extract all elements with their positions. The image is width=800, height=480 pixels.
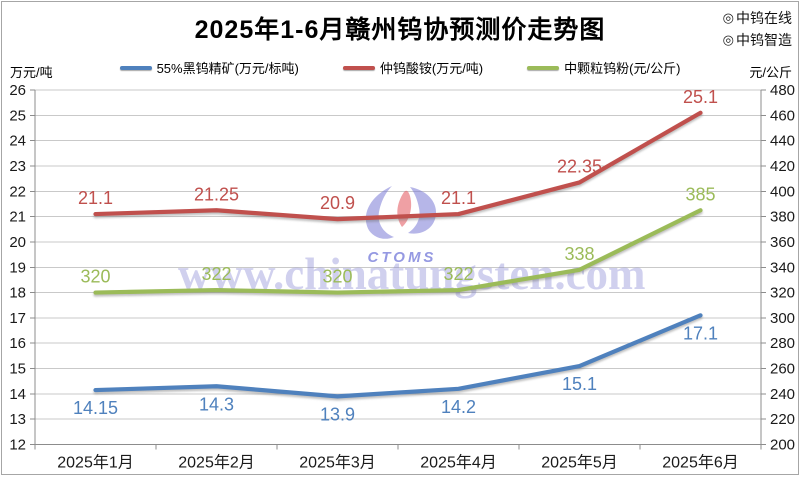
series-line-1 [93, 110, 703, 222]
right-axis-tick-label: 460 [770, 107, 795, 124]
x-axis-category-label: 2025年2月 [178, 454, 255, 472]
data-label-series0: 14.15 [73, 398, 118, 418]
legend-line-swatch-blue [119, 65, 152, 70]
data-label-series2: 322 [443, 264, 473, 284]
plot-series-layer: 14.15 14.3 13.9 14.2 15.1 17.1 21.1 21.25 20.9 21… [73, 87, 718, 425]
x-axis-category-label: 2025年1月 [57, 454, 134, 472]
data-label-series1: 21.1 [441, 188, 476, 208]
x-axis-category-label: 2025年4月 [420, 454, 497, 472]
right-axis-tick-label: 220 [770, 411, 795, 428]
data-label-series2: 385 [685, 184, 715, 204]
chart-legend: 55%黑钨精矿(万元/标吨) 仲钨酸铵(万元/吨) 中颗粒钨粉(元/公斤) [2, 58, 798, 77]
data-label-series2: 322 [201, 264, 231, 284]
left-axis-tick-label: 26 [9, 82, 26, 99]
chart-title: 2025年1-6月赣州钨协预测价走势图 [194, 16, 606, 44]
legend-line-swatch-red [342, 65, 375, 70]
legend-label: 中颗粒钨粉(元/公斤) [564, 61, 681, 76]
left-axis-tick-label: 17 [9, 310, 26, 327]
x-axis-category-label: 2025年3月 [299, 454, 376, 472]
plot-grid-layer: 26 480 25 460 24 440 23 420 22 400 21 380 20 360 19 340… [9, 82, 795, 472]
data-label-series1: 22.35 [557, 156, 602, 176]
brand-logo-icon: ◎ [722, 10, 734, 25]
legend-label: 55%黑钨精矿(万元/标吨) [156, 61, 299, 76]
right-axis-tick-label: 380 [770, 209, 795, 226]
legend-label: 仲钨酸铵(万元/吨) [379, 61, 484, 76]
left-axis-tick-label: 14 [9, 386, 26, 403]
brand-row-zhongwu-online: ◎ 中钨在线 [723, 7, 792, 29]
left-axis-tick-label: 12 [9, 437, 26, 454]
branding-block: ◎ 中钨在线 ◎ 中钨智造 [723, 7, 792, 51]
data-label-series0: 15.1 [562, 374, 597, 394]
data-label-series0: 14.2 [441, 397, 476, 417]
legend-item-apt: 仲钨酸铵(万元/吨) [342, 58, 484, 77]
legend-line-swatch-green [527, 65, 560, 70]
watermark-logo-text: CTOMS [367, 249, 437, 266]
left-axis-tick-label: 20 [9, 234, 26, 251]
left-axis-tick-label: 25 [9, 107, 26, 124]
left-axis-tick-label: 21 [9, 209, 26, 226]
left-axis-tick-label: 16 [9, 335, 26, 352]
right-axis-tick-label: 400 [770, 183, 795, 200]
legend-item-tungsten-powder: 中颗粒钨粉(元/公斤) [527, 58, 680, 77]
right-axis-tick-label: 300 [770, 310, 795, 327]
brand-row-zhongwu-zhizao: ◎ 中钨智造 [723, 29, 792, 51]
right-axis-tick-label: 320 [770, 285, 795, 302]
brand-logo-icon: ◎ [722, 32, 734, 47]
right-axis-tick-label: 340 [770, 259, 795, 276]
left-axis-tick-label: 19 [9, 259, 26, 276]
brand-name-zhizao: 中钨智造 [736, 32, 792, 48]
data-label-series1: 20.9 [320, 193, 355, 213]
data-label-series1: 21.25 [194, 184, 239, 204]
right-axis-tick-label: 280 [770, 335, 795, 352]
right-axis-tick-label: 440 [770, 133, 795, 150]
data-label-series2: 320 [322, 267, 352, 287]
left-axis-tick-label: 24 [9, 133, 26, 150]
right-axis-tick-label: 420 [770, 158, 795, 175]
left-axis-unit-label: 万元/吨 [10, 65, 53, 80]
x-axis-category-label: 2025年5月 [541, 454, 618, 472]
series-line-2 [93, 208, 703, 295]
right-axis-tick-label: 360 [770, 234, 795, 251]
brand-name-online: 中钨在线 [736, 10, 792, 26]
data-label-series2: 338 [564, 244, 594, 264]
legend-item-black-tungsten-concentrate: 55%黑钨精矿(万元/标吨) [119, 58, 299, 77]
left-axis-tick-label: 15 [9, 361, 26, 378]
series-line-0 [93, 313, 703, 399]
data-label-series1: 21.1 [78, 188, 113, 208]
x-axis-category-label: 2025年6月 [662, 454, 739, 472]
left-axis-tick-label: 23 [9, 158, 26, 175]
data-label-series2: 320 [80, 267, 110, 287]
right-axis-tick-label: 200 [770, 437, 795, 454]
right-axis-unit-label: 元/公斤 [749, 65, 792, 80]
left-axis-tick-label: 13 [9, 411, 26, 428]
data-label-series1: 25.1 [683, 87, 718, 107]
left-axis-tick-label: 22 [9, 183, 26, 200]
right-axis-tick-label: 260 [770, 361, 795, 378]
data-label-series0: 17.1 [683, 323, 718, 343]
left-axis-tick-label: 18 [9, 285, 26, 302]
data-label-series0: 14.3 [199, 394, 234, 414]
right-axis-tick-label: 240 [770, 386, 795, 403]
logo-left-swoosh [365, 186, 394, 239]
logo-right-swoosh [408, 187, 437, 234]
right-axis-tick-label: 480 [770, 82, 795, 99]
data-label-series0: 13.9 [320, 404, 355, 424]
